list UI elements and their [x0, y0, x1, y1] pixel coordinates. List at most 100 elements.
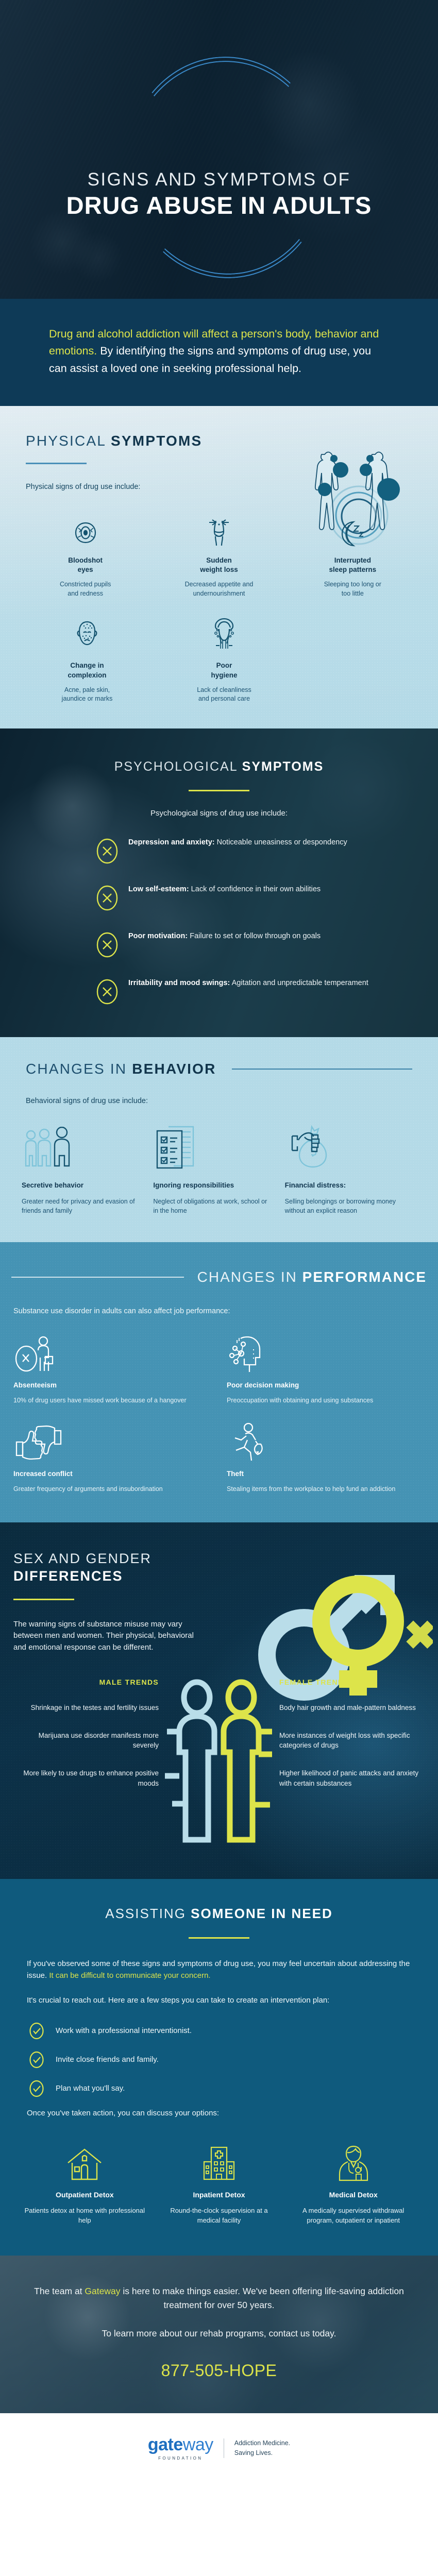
male-trends-column: MALE TRENDS Shrinkage in the testes and …: [13, 1678, 163, 1848]
female-trends-column: FEMALE TRENDS Body hair growth and male-…: [275, 1678, 425, 1848]
assist-step-text: Plan what you'll say.: [56, 2084, 125, 2093]
assist-rule: [189, 1937, 249, 1939]
behavior-section: CHANGES IN BEHAVIOR Behavioral signs of …: [0, 1037, 438, 1243]
performance-item: Increased conflict Greater frequency of …: [13, 1422, 211, 1494]
cta-line1-a: The team at: [34, 2285, 85, 2296]
thumbs-up-down-icon: [13, 1422, 211, 1463]
physical-item: Interrupted sleep patterns Sleeping too …: [286, 514, 419, 598]
assist-section-title: ASSISTING SOMEONE IN NEED: [0, 1906, 438, 1922]
assist-step-text: Invite close friends and family.: [56, 2055, 159, 2064]
gender-differences-section: SEX AND GENDER DIFFERENCES The warning si…: [0, 1522, 438, 1879]
logo-foundation-label: FOUNDATION: [158, 2455, 203, 2461]
acne-face-icon: [24, 619, 150, 653]
female-trends-header: FEMALE TRENDS: [279, 1678, 349, 1687]
psych-item-desc: Lack of confidence in their own abilitie…: [189, 885, 321, 893]
male-trend-item: Shrinkage in the testes and fertility is…: [30, 1704, 159, 1712]
house-icon: [24, 2142, 146, 2181]
psych-lead: Psychological signs of drug use include:: [150, 808, 288, 818]
performance-item-title: Theft: [227, 1470, 244, 1478]
tagline-line-2: Saving Lives.: [234, 2449, 273, 2456]
performance-item-title: Increased conflict: [13, 1470, 73, 1478]
physical-lead: Physical signs of drug use include:: [26, 482, 141, 491]
psych-item-text: Depression and anxiety: Noticeable uneas…: [128, 837, 347, 848]
list-item: Work with a professional interventionist…: [29, 2022, 411, 2040]
psych-item-term: Poor motivation:: [128, 931, 188, 940]
behavior-title-light: CHANGES IN: [26, 1060, 132, 1077]
psych-item-desc: Agitation and unpredictable temperament: [230, 978, 368, 987]
performance-section-title: CHANGES IN PERFORMANCE: [197, 1269, 427, 1285]
hygiene-icon: [161, 618, 288, 653]
male-trend-item: Marijuana use disorder manifests more se…: [38, 1731, 159, 1750]
performance-section: CHANGES IN PERFORMANCE Substance use dis…: [0, 1242, 438, 1523]
performance-item-title: Poor decision making: [227, 1381, 299, 1389]
gender-trends: MALE TRENDS Shrinkage in the testes and …: [0, 1678, 438, 1848]
performance-lead: Substance use disorder in adults can als…: [13, 1307, 230, 1316]
behavior-item-desc: Greater need for privacy and evasion of …: [22, 1197, 135, 1214]
gender-symbols-illustration: [258, 1575, 433, 1701]
logo-way: way: [182, 2434, 213, 2454]
gateway-logo[interactable]: gateway FOUNDATION: [148, 2436, 213, 2461]
physical-symptoms-section: PHYSICAL SYMPTOMS Physical signs of drug…: [0, 405, 438, 728]
gender-figures: [163, 1678, 275, 1848]
x-circle-icon: [96, 979, 118, 1005]
cta-line1-b: is here to make things easier. We've bee…: [120, 2285, 404, 2310]
physical-item-desc: Acne, pale skin, jaundice or marks: [61, 686, 113, 703]
check-circle-icon: [29, 2080, 44, 2097]
tagline-line-1: Addiction Medicine.: [234, 2439, 291, 2447]
three-people-icon: [22, 1124, 140, 1171]
physical-rule: [26, 462, 87, 464]
absent-person-icon: [13, 1334, 211, 1374]
gender-rule: [13, 1598, 74, 1600]
phone-number[interactable]: 877-505-HOPE: [161, 2361, 277, 2380]
checklist-icon: [153, 1124, 271, 1171]
detox-options: Outpatient Detox Patients detox at home …: [0, 2142, 438, 2226]
logo-gate: gate: [147, 2434, 183, 2454]
bloodshot-eye-icon: [24, 514, 147, 548]
physical-item-title: Bloodshot eyes: [68, 556, 103, 574]
assist-p1-highlight: It can be difficult to communicate your …: [49, 1971, 211, 1980]
list-item: Irritability and mood swings: Agitation …: [95, 978, 376, 1005]
physical-item-desc: Lack of cleanliness and personal care: [197, 686, 251, 703]
head-network-icon: [227, 1334, 425, 1374]
female-trend-item: More instances of weight loss with speci…: [279, 1731, 410, 1750]
physical-item: Bloodshot eyes Constricted pupils and re…: [19, 514, 152, 598]
assist-step-text: Work with a professional interventionist…: [56, 2026, 192, 2036]
behavior-item-desc: Neglect of obligations at work, school o…: [153, 1197, 267, 1214]
hero-section: SIGNS AND SYMPTOMS OF DRUG ABUSE IN ADUL…: [0, 0, 438, 299]
psych-rule: [189, 789, 249, 791]
detox-option: Medical Detox A medically supervised wit…: [286, 2142, 420, 2226]
logo-wordmark: gateway: [148, 2436, 213, 2453]
physical-title-bold: SYMPTOMS: [111, 432, 203, 449]
performance-item-desc: Greater frequency of arguments and insub…: [13, 1485, 163, 1493]
physical-header: PHYSICAL SYMPTOMS: [0, 433, 438, 464]
check-circle-icon: [29, 2051, 44, 2068]
check-circle-icon: [29, 2022, 44, 2039]
behavior-item-title: Secretive behavior: [22, 1181, 84, 1189]
physical-item-title: Change in complexion: [68, 662, 107, 679]
sleep-moon-icon: [291, 514, 414, 548]
assist-body: If you've observed some of these signs a…: [0, 1958, 438, 2117]
male-trends-header: MALE TRENDS: [99, 1678, 159, 1687]
psych-item-term: Irritability and mood swings:: [128, 978, 230, 987]
performance-item: Absenteeism 10% of drug users have misse…: [13, 1334, 211, 1405]
assist-paragraph-1: If you've observed some of these signs a…: [27, 1958, 411, 1981]
behavior-lead: Behavioral signs of drug use include:: [26, 1096, 148, 1105]
intro-paragraph: Drug and alcohol addiction will affect a…: [49, 326, 389, 377]
psych-title-bold: SYMPTOMS: [242, 759, 324, 774]
psychological-section-title: PSYCHOLOGICAL SYMPTOMS: [0, 759, 438, 774]
female-trend-item: Body hair growth and male-pattern baldne…: [279, 1704, 416, 1712]
performance-items: Absenteeism 10% of drug users have misse…: [0, 1334, 438, 1494]
performance-item-desc: Stealing items from the workplace to hel…: [227, 1485, 396, 1493]
physical-item: Change in complexion Acne, pale skin, ja…: [19, 619, 156, 703]
running-thief-icon: [227, 1422, 425, 1463]
psych-items-list: Depression and anxiety: Noticeable uneas…: [0, 837, 438, 1005]
gender-title-bold: DIFFERENCES: [13, 1568, 123, 1584]
performance-title-light: CHANGES IN: [197, 1269, 302, 1285]
assist-title-light: ASSISTING: [105, 1906, 191, 1922]
hero-title: DRUG ABUSE IN ADULTS: [66, 191, 372, 219]
psych-item-text: Low self-esteem: Lack of confidence in t…: [128, 884, 321, 895]
female-trend-item: Higher likelihood of panic attacks and a…: [279, 1769, 419, 1787]
intro-highlight: Drug and alcohol addiction will affect a…: [49, 328, 379, 358]
footer-tagline: Addiction Medicine. Saving Lives.: [234, 2438, 290, 2458]
hero-title-block: SIGNS AND SYMPTOMS OF DRUG ABUSE IN ADUL…: [0, 170, 438, 219]
